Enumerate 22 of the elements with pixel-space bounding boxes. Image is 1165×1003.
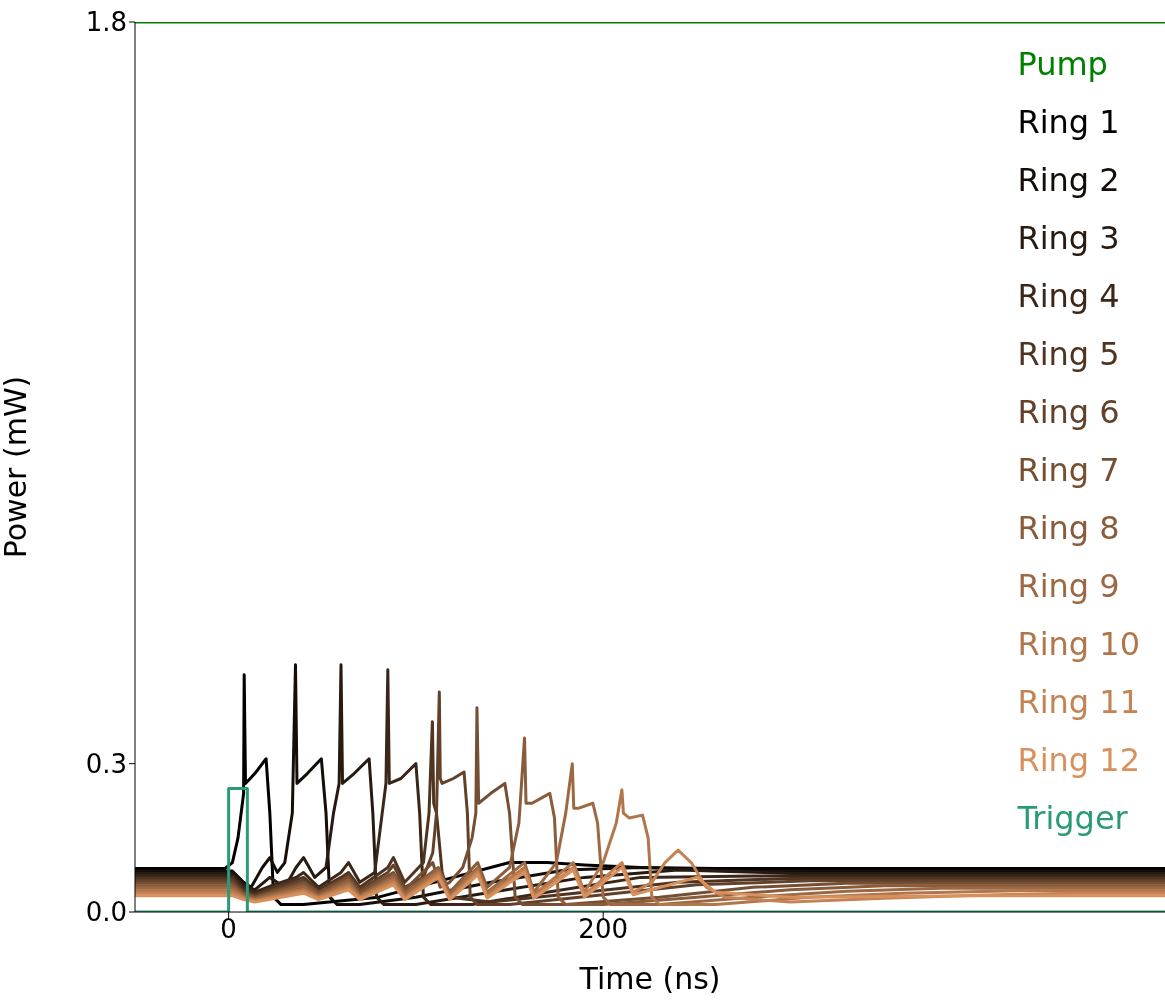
y-tick-label: 0.0 — [85, 897, 127, 928]
y-tick-label: 0.3 — [85, 748, 127, 779]
text: Ring 6 — [1017, 392, 1121, 433]
series-label: Pump — [1017, 44, 1109, 85]
text: Trigger — [1017, 798, 1129, 839]
x-tick-label: 200 — [578, 914, 628, 945]
text: Ring 2 — [1017, 160, 1121, 201]
x-axis-title: Time (ns) — [578, 961, 721, 996]
text: Ring 3 — [1017, 218, 1121, 259]
text: Ring 9 — [1017, 566, 1121, 607]
text: Ring 7 — [1017, 450, 1121, 491]
text: Ring 8 — [1017, 508, 1121, 549]
line-series — [135, 866, 1165, 904]
text: Ring 5 — [1017, 334, 1121, 375]
text: Ring 12 — [1017, 740, 1140, 781]
text: Ring 4 — [1017, 276, 1121, 317]
x-tick-label: 0 — [220, 914, 237, 945]
y-axis-title: Power (mW) — [0, 375, 33, 559]
text: Ring 1 — [1017, 102, 1121, 143]
text: Ring 11 — [1017, 682, 1140, 723]
text: Ring 10 — [1017, 624, 1140, 665]
y-tick-label: 1.8 — [85, 7, 127, 38]
